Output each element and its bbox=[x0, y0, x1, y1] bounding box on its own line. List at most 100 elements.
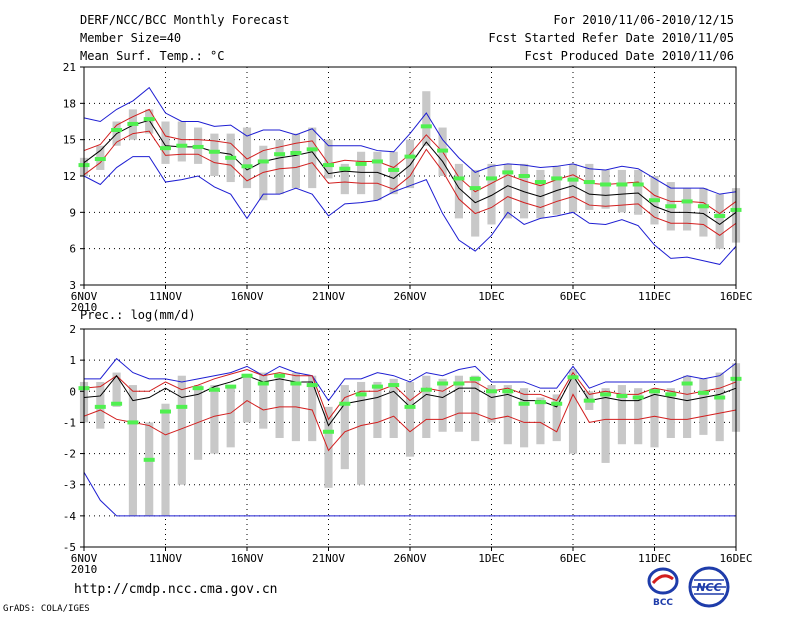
spread-bar bbox=[617, 385, 626, 445]
forecast-marker bbox=[453, 381, 465, 386]
bcc-logo: BCC bbox=[647, 567, 679, 607]
x-tick-label: 21NOV bbox=[312, 290, 345, 303]
spread-bar bbox=[275, 139, 284, 195]
spread-bar bbox=[617, 169, 626, 213]
y-tick-label: 21 bbox=[63, 61, 76, 74]
x-tick-label: 26NOV bbox=[393, 290, 426, 303]
spread-bar bbox=[373, 381, 382, 438]
forecast-marker bbox=[371, 384, 383, 389]
spread-bar bbox=[161, 121, 170, 164]
y-tick-label: 1 bbox=[69, 354, 76, 367]
bcc-logo-text: BCC bbox=[653, 598, 673, 607]
spread-bar bbox=[503, 385, 512, 445]
forecast-marker bbox=[632, 182, 644, 187]
forecast-marker bbox=[225, 384, 237, 389]
forecast-marker bbox=[567, 375, 579, 380]
spread-bar bbox=[487, 163, 496, 225]
forecast-marker bbox=[225, 155, 237, 160]
refer-date: Fcst Started Refer Date 2010/11/05 bbox=[488, 31, 734, 45]
y-tick-label: 2 bbox=[69, 323, 76, 336]
forecast-marker bbox=[257, 381, 269, 386]
forecast-marker bbox=[355, 392, 367, 397]
spread-bar bbox=[471, 169, 480, 237]
panel-title: Prec.: log(mm/d) bbox=[80, 308, 196, 322]
forecast-marker bbox=[160, 409, 171, 414]
forecast-marker bbox=[127, 420, 139, 425]
spread-bar bbox=[145, 422, 154, 516]
forecast-marker bbox=[518, 174, 530, 178]
forecast-marker bbox=[241, 373, 253, 378]
spread-lower-line bbox=[83, 130, 737, 236]
forecast-marker bbox=[714, 213, 726, 218]
spread-bar bbox=[536, 397, 545, 445]
spread-bar bbox=[422, 375, 431, 438]
forecast-marker bbox=[290, 381, 302, 386]
bcc-logo-swoosh bbox=[651, 574, 674, 584]
forecast-marker bbox=[486, 389, 497, 394]
forecast-marker bbox=[420, 124, 432, 129]
forecast-marker bbox=[160, 146, 171, 151]
forecast-marker bbox=[241, 164, 253, 169]
spread-bar bbox=[699, 188, 708, 237]
forecast-marker bbox=[257, 159, 269, 164]
spread-bar bbox=[226, 385, 235, 448]
forecast-marker bbox=[355, 161, 367, 166]
x-tick-label: 16NOV bbox=[230, 552, 263, 565]
spread-bar bbox=[454, 375, 463, 432]
x-tick-label: 1DEC bbox=[478, 290, 505, 303]
spread-bar bbox=[487, 385, 496, 423]
spread-bar bbox=[177, 121, 186, 162]
y-tick-label: -3 bbox=[63, 479, 76, 492]
spread-bar bbox=[340, 163, 349, 195]
forecast-marker bbox=[306, 147, 318, 152]
y-tick-label: 9 bbox=[69, 206, 76, 219]
spread-bar bbox=[634, 388, 643, 445]
forecast-marker bbox=[567, 177, 579, 182]
spread-bar bbox=[536, 169, 545, 219]
spread-bar bbox=[520, 163, 529, 219]
forecast-marker bbox=[274, 373, 286, 378]
forecast-marker bbox=[306, 383, 318, 388]
forecast-marker bbox=[534, 180, 546, 185]
spread-bar bbox=[650, 388, 659, 448]
spread-bar bbox=[715, 372, 724, 442]
x-tick-label: 11NOV bbox=[149, 552, 182, 565]
forecast-marker bbox=[111, 127, 123, 132]
y-tick-label: 15 bbox=[63, 134, 76, 147]
spread-bar bbox=[568, 369, 578, 454]
forecast-period: For 2010/11/06-2010/12/15 bbox=[553, 13, 734, 27]
spread-bar bbox=[291, 133, 300, 189]
spread-bar bbox=[601, 169, 610, 209]
x-year-label: 2010 bbox=[71, 563, 98, 576]
forecast-marker bbox=[616, 182, 628, 187]
spread-bar bbox=[666, 388, 675, 438]
forecast-marker bbox=[94, 157, 106, 162]
forecast-marker bbox=[665, 392, 677, 397]
forecast-marker bbox=[649, 389, 660, 394]
forecast-marker bbox=[192, 144, 204, 149]
spread-bar bbox=[128, 385, 137, 516]
x-tick-label: 6DEC bbox=[560, 290, 587, 303]
member-size: Member Size=40 bbox=[80, 31, 182, 45]
envelope-lower-line bbox=[83, 156, 737, 265]
envelope-lower-line bbox=[83, 472, 736, 517]
spread-bar bbox=[438, 378, 447, 432]
y-tick-label: -2 bbox=[63, 448, 76, 461]
spread-bar bbox=[699, 378, 708, 435]
y-tick-label: 0 bbox=[69, 385, 76, 398]
forecast-marker bbox=[697, 204, 709, 209]
spread-bar bbox=[520, 388, 529, 448]
spread-bar bbox=[568, 163, 578, 213]
x-year-label: 2010 bbox=[71, 301, 98, 314]
source-url[interactable]: http://cmdp.ncc.cma.gov.cn bbox=[74, 582, 278, 597]
spread-bar bbox=[210, 133, 219, 176]
forecast-marker bbox=[453, 176, 465, 181]
forecast-marker bbox=[339, 401, 351, 406]
x-tick-label: 6NOV bbox=[71, 552, 98, 565]
forecast-marker bbox=[534, 400, 546, 405]
x-tick-label: 26NOV bbox=[393, 552, 426, 565]
forecast-marker bbox=[681, 381, 693, 386]
y-tick-label: 18 bbox=[63, 97, 76, 110]
forecast-marker bbox=[502, 389, 514, 394]
